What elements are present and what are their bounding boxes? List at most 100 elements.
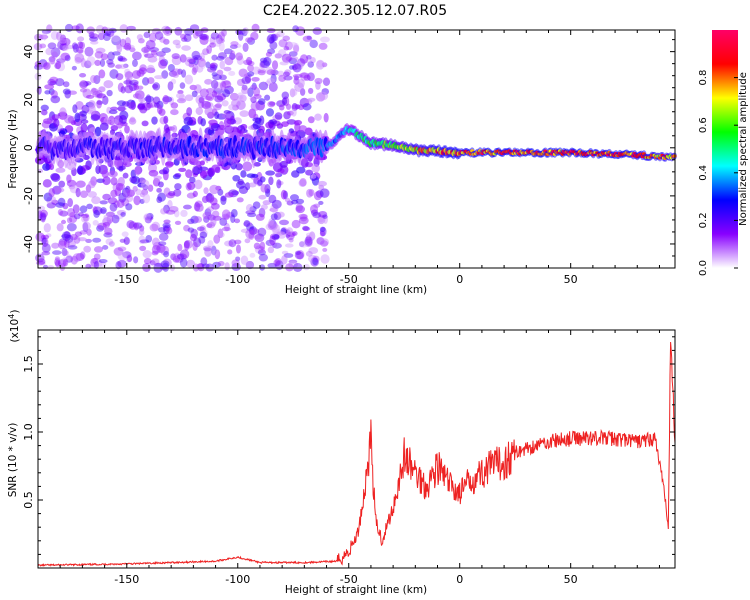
- spectrogram-cell: [235, 52, 243, 61]
- spectrogram-cell: [61, 231, 72, 242]
- spectrogram-cell: [312, 27, 322, 35]
- spectrogram-cell: [223, 66, 232, 72]
- spectrogram-cell: [153, 262, 164, 267]
- spectrogram-cell: [272, 228, 281, 236]
- spectrogram-cell: [247, 87, 254, 98]
- spectrogram-cell: [187, 218, 195, 225]
- spectrogram-cell: [98, 208, 107, 214]
- spectrogram-cell: [60, 52, 70, 61]
- spectrogram-cell: [274, 53, 283, 59]
- spectrogram-cell: [149, 47, 160, 53]
- spectrogram-cell: [122, 172, 129, 179]
- spectrogram-cell: [117, 55, 124, 62]
- spectrogram-cell: [236, 78, 245, 87]
- spectrogram-cell: [246, 56, 252, 66]
- spectrogram-cell: [124, 71, 133, 79]
- spectrogram-cell: [59, 107, 67, 118]
- spectrogram-cell: [194, 203, 204, 212]
- spectrogram-cell: [129, 79, 139, 86]
- spectrogram-cell: [279, 219, 289, 226]
- spectrogram-cell: [319, 226, 326, 233]
- spectrogram-cell: [119, 38, 127, 48]
- spectrogram-cell: [163, 250, 170, 258]
- spectrogram-cell: [174, 173, 182, 178]
- spectrogram-cell: [200, 257, 208, 267]
- snr-y-tick-label: 0.5: [22, 491, 35, 509]
- spectrogram-cell: [305, 232, 313, 238]
- spectrogram-cell: [240, 255, 249, 266]
- spectrogram-frame: [37, 29, 676, 269]
- spectrogram-cell: [312, 255, 320, 263]
- spectrogram-cell: [307, 87, 314, 94]
- spectrogram-cell: [197, 263, 205, 272]
- spectrogram-cell: [118, 165, 124, 172]
- spectrogram-cell: [62, 250, 69, 256]
- spectrogram-cell: [119, 114, 127, 125]
- spectrogram-cell: [116, 43, 123, 54]
- spectrogram-cell: [138, 67, 147, 75]
- spectrogram-cell: [139, 245, 147, 252]
- spectrogram-cell: [291, 64, 298, 71]
- spectrogram-cell: [183, 116, 194, 126]
- spectrogram-cell: [173, 188, 182, 197]
- colorbar-tick-label: 0.2: [698, 212, 709, 228]
- spectrogram-cell: [91, 257, 102, 263]
- spectrogram-cell: [56, 31, 62, 41]
- spectrogram-cell: [133, 81, 139, 88]
- spectrogram-cell: [219, 74, 227, 81]
- spectrogram-cell: [305, 169, 314, 176]
- spectrogram-cell: [144, 214, 153, 220]
- spectrogram-cell: [120, 86, 126, 94]
- spectrogram-cell: [111, 34, 121, 43]
- spectrogram-cell: [69, 234, 78, 241]
- spectrogram-cell: [171, 55, 182, 66]
- spectrogram-cell: [217, 52, 228, 59]
- spectrogram-cell: [66, 222, 77, 232]
- spectrogram-cell: [110, 177, 118, 186]
- spectrogram-cell: [125, 77, 131, 88]
- spectrogram-cell: [49, 80, 57, 86]
- spectrogram-cell: [124, 84, 134, 94]
- spectrogram-cell: [138, 235, 146, 245]
- spectrogram-cell: [48, 56, 56, 63]
- spectrogram-cell: [230, 41, 239, 47]
- spectrogram-cell: [74, 56, 82, 64]
- spectrogram-cell: [177, 68, 183, 75]
- spectrogram-cell: [236, 92, 245, 102]
- spectrogram-cell: [318, 91, 329, 101]
- spectrogram-cell: [181, 69, 187, 78]
- spectrogram-cell: [122, 189, 132, 199]
- spectrogram-cell: [210, 32, 220, 40]
- spectrogram-cell: [151, 27, 161, 35]
- spectrogram-cell: [116, 41, 122, 50]
- spectrogram-cell: [211, 72, 218, 77]
- spectrogram-cell: [90, 75, 97, 84]
- spectrogram-x-tick-label: 50: [564, 273, 578, 286]
- spectrogram-cell: [100, 53, 109, 60]
- spectrogram-cell: [174, 26, 183, 36]
- spectrogram-cell: [302, 225, 310, 231]
- spectrogram-cell: [210, 63, 216, 69]
- spectrogram-cell: [243, 220, 251, 227]
- spectrogram-cell: [162, 262, 170, 272]
- spectrogram-cell: [315, 81, 321, 90]
- spectrogram-cell: [251, 173, 259, 179]
- spectrogram-cell: [93, 246, 104, 253]
- spectrogram-cell: [198, 97, 205, 104]
- spectrogram-cell: [103, 31, 112, 37]
- spectrogram-cell: [153, 175, 162, 181]
- spectrogram-cell: [91, 196, 101, 205]
- spectrogram-cell: [255, 213, 265, 221]
- spectrogram-cell: [183, 204, 192, 210]
- spectrogram-cell: [215, 34, 223, 45]
- spectrogram-cell: [149, 260, 156, 266]
- spectrogram-cell: [248, 226, 255, 235]
- spectrogram-cell: [37, 258, 46, 265]
- spectrogram-cell: [151, 51, 158, 58]
- spectrogram-cell: [318, 42, 328, 50]
- spectrogram-cell: [124, 42, 132, 51]
- colorbar-tick-label: 0.0: [698, 260, 709, 276]
- spectrogram-cell: [142, 193, 151, 204]
- spectrogram-cell: [232, 174, 241, 182]
- spectrogram-cell: [280, 189, 287, 200]
